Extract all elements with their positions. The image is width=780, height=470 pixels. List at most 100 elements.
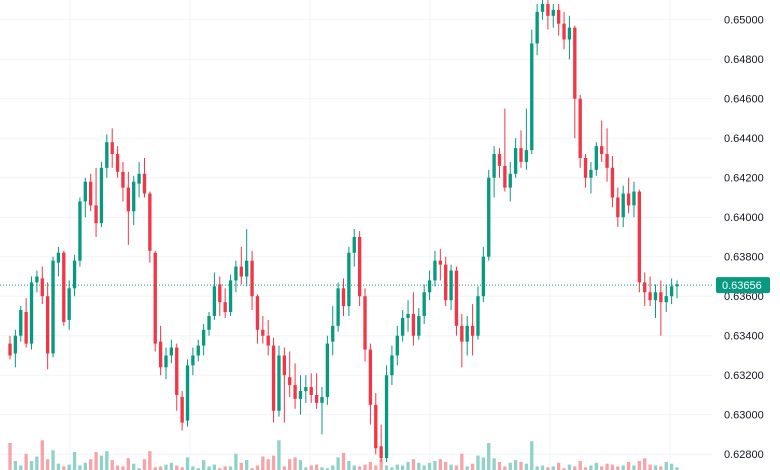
volume-bar (417, 462, 421, 470)
volume-bar (626, 461, 631, 470)
volume-bar (212, 464, 217, 470)
volume-bar (126, 458, 131, 470)
candle-body (347, 252, 351, 307)
candle-body (212, 286, 217, 316)
volume-bar (83, 462, 87, 470)
candle-body (384, 375, 389, 459)
candle-body (19, 310, 23, 336)
candle-body (158, 341, 163, 368)
candle (594, 142, 598, 176)
volume-bar (454, 465, 459, 470)
volume-bar (470, 463, 475, 470)
candle (142, 157, 147, 198)
candle-body (460, 325, 464, 342)
volume-bar (94, 452, 98, 470)
candle (610, 156, 615, 208)
candle-body (320, 396, 324, 403)
volume-bar (675, 467, 679, 470)
candle (132, 175, 136, 226)
volume-bar (562, 468, 566, 470)
volume-bar (465, 466, 469, 470)
candle (99, 161, 104, 228)
candle (659, 280, 663, 336)
candle-body (99, 167, 104, 224)
candle-body (589, 169, 593, 178)
price-axis[interactable]: 0.65000 0.64800 0.64600 0.64400 0.64200 0.640… (724, 15, 764, 461)
volume-bar (444, 461, 448, 470)
volume-bar (35, 456, 39, 470)
candle (454, 266, 459, 336)
candle (8, 335, 12, 360)
volume-bar (304, 467, 308, 470)
volume-bar (13, 461, 18, 470)
candle-body (578, 98, 582, 158)
volume-bar (540, 465, 545, 470)
volume-bar (266, 459, 270, 470)
candle (105, 134, 109, 178)
volume-bar (669, 463, 674, 470)
candle-body (669, 286, 674, 297)
volume-bar (481, 457, 486, 470)
candle (266, 319, 270, 356)
candle (573, 25, 577, 139)
candle (530, 29, 534, 155)
volume-bar (164, 464, 168, 470)
candle (546, 0, 550, 30)
candle-body (503, 165, 507, 188)
candle-body (175, 347, 179, 395)
candle-body (51, 260, 55, 354)
candle-body (228, 280, 233, 313)
candle-body (105, 142, 109, 168)
candle (228, 274, 233, 316)
candle (384, 365, 389, 463)
volume-bar (132, 463, 136, 470)
candle (605, 128, 609, 182)
volume-bar (567, 464, 572, 470)
candle-body (374, 404, 378, 449)
candle (180, 391, 184, 431)
candle (363, 288, 367, 362)
volume-bar (637, 461, 642, 470)
candle-body (132, 181, 136, 212)
volume-bar (277, 440, 281, 470)
candle (293, 363, 297, 409)
candle (298, 375, 303, 415)
candle (314, 373, 319, 409)
volume-bar (513, 460, 518, 470)
volume-bar (320, 467, 324, 470)
volume-bar (239, 462, 243, 470)
candle-body (390, 355, 394, 376)
volume-bar (632, 465, 636, 470)
candle (83, 177, 87, 218)
candle-body (271, 345, 276, 411)
volume-bar (105, 451, 109, 470)
volume-bar (115, 465, 120, 470)
candle (51, 256, 55, 358)
volume-bar (395, 464, 399, 470)
volume-bar (158, 466, 163, 470)
volume-bar (29, 461, 34, 470)
candle-body (29, 282, 34, 344)
candle-body (35, 276, 39, 283)
volume-bar (282, 466, 286, 470)
volume-bar (406, 461, 410, 470)
volume-bar (121, 466, 125, 470)
volume-bar (72, 452, 77, 470)
candle-body (298, 391, 303, 399)
volume-bar (460, 453, 464, 470)
candle (255, 294, 260, 344)
candle-body (562, 23, 566, 40)
candle (218, 276, 222, 316)
candle (56, 246, 61, 277)
candle-body (621, 193, 625, 218)
candle (632, 181, 636, 218)
volume-bar (384, 465, 389, 470)
candle-body (659, 292, 663, 303)
candle-body (675, 284, 679, 287)
candle (223, 288, 227, 318)
candle (664, 284, 668, 313)
candle-body (8, 343, 12, 356)
candle-body (331, 325, 335, 342)
candle (648, 276, 652, 307)
